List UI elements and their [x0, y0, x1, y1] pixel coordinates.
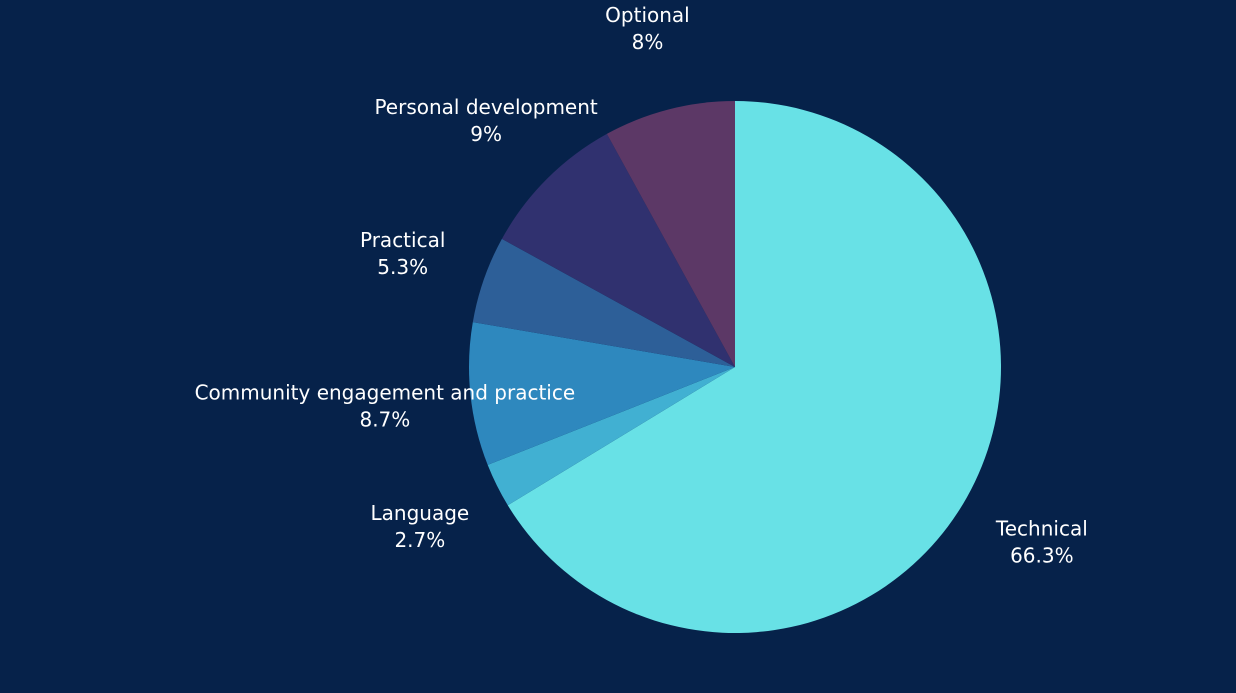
slice-name-label: Personal development — [374, 95, 597, 119]
pie-slice-technical — [507, 101, 1001, 633]
slice-name-label: Practical — [360, 228, 445, 252]
slice-value-label: 8% — [632, 30, 664, 54]
slice-label-optional: Optional 8% — [605, 3, 690, 54]
pie-labels: Technical 66.3% Language 2.7% Community enga… — [195, 3, 1088, 567]
slice-value-label: 2.7% — [394, 528, 445, 552]
pie-slice-language — [487, 367, 735, 506]
slice-label-community-engagement-and-practice: Community engagement and practice 8.7% — [195, 380, 576, 431]
slice-value-label: 66.3% — [1010, 543, 1074, 567]
pie-slices — [469, 101, 1001, 633]
slice-value-label: 5.3% — [377, 255, 428, 279]
slice-label-technical: Technical 66.3% — [995, 516, 1088, 567]
slice-name-label: Community engagement and practice — [195, 380, 576, 404]
pie-slice-optional — [606, 101, 735, 367]
slice-label-practical: Practical 5.3% — [360, 228, 445, 279]
slice-name-label: Optional — [605, 3, 690, 27]
slice-label-language: Language 2.7% — [371, 501, 470, 552]
pie-slice-practical — [472, 238, 735, 367]
slice-label-personal-development: Personal development 9% — [374, 95, 597, 146]
slice-name-label: Technical — [995, 516, 1088, 540]
slice-value-label: 9% — [470, 122, 502, 146]
slice-value-label: 8.7% — [359, 407, 410, 431]
pie-slice-community-engagement-and-practice — [469, 322, 735, 465]
slice-name-label: Language — [371, 501, 470, 525]
pie-slice-personal-development — [501, 133, 735, 367]
